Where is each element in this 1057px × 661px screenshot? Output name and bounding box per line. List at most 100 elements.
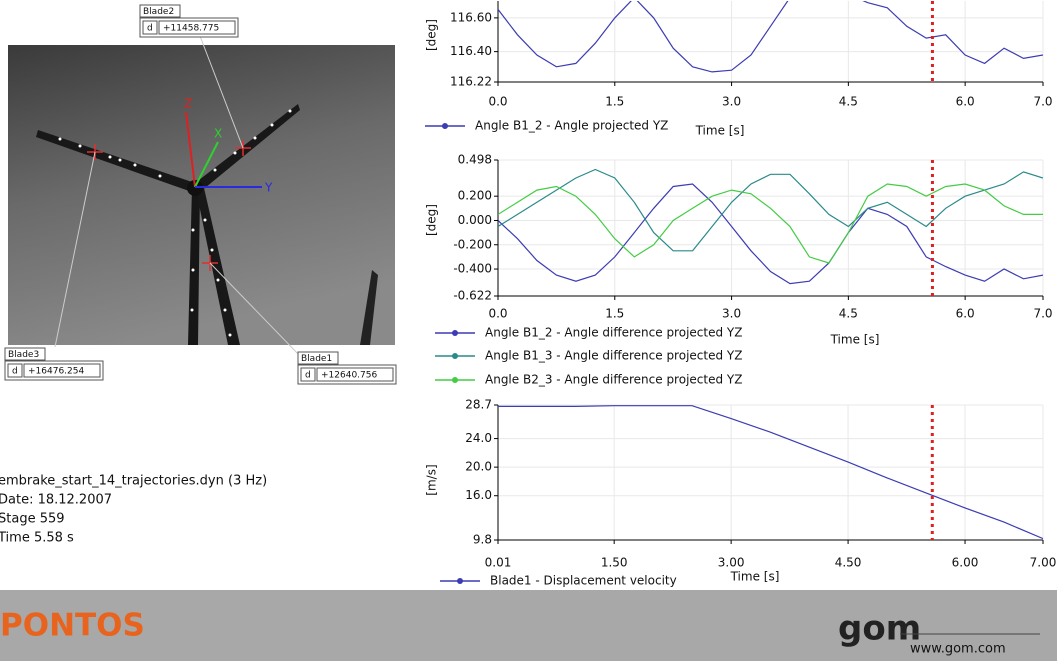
x-tick-label: 0.0 bbox=[488, 307, 507, 321]
legend-label: Blade1 - Displacement velocity bbox=[490, 574, 677, 588]
info-line: Time 5.58 s bbox=[0, 531, 74, 546]
legend-marker bbox=[452, 330, 458, 336]
chart: 116.60 116.40 116.22 0.0 1.5 3.0 4.5 6.0 7.0 Time… bbox=[425, 1, 1053, 138]
x-tick-label: 6.0 bbox=[956, 95, 975, 109]
info-line: embrake_start_14_trajectories.dyn (3 Hz) bbox=[0, 474, 267, 489]
x-tick-label: 6.00 bbox=[952, 556, 979, 570]
axis-x bbox=[194, 141, 219, 188]
chart: 0.498 0.200 0.000 -0.200 -0.400 -0.622 0.0 1.5 3… bbox=[425, 153, 1053, 387]
label-key: d bbox=[12, 367, 18, 377]
x-tick-label: 7.0 bbox=[1033, 95, 1052, 109]
x-tick-label: 4.5 bbox=[839, 307, 858, 321]
series-line bbox=[498, 405, 1043, 540]
label-body bbox=[139, 17, 239, 38]
series-line bbox=[498, 1, 1043, 73]
info: embrake_start_14_trajectories.dyn (3 Hz)… bbox=[0, 474, 267, 546]
y-tick-label: -0.200 bbox=[453, 237, 492, 251]
series-line bbox=[498, 183, 1043, 264]
y-tick-label: 20.0 bbox=[465, 460, 492, 474]
y-tick-label: 116.40 bbox=[450, 44, 492, 58]
url: www.gom.com bbox=[910, 642, 1006, 657]
label-boxes: Blade2 d +11458.775 Blade3 d +16476.254 Blade1… bbox=[4, 4, 397, 385]
x-axis-label: Time [s] bbox=[830, 333, 880, 347]
label-name: Blade2 bbox=[143, 7, 174, 17]
info-line: Stage 559 bbox=[0, 512, 65, 527]
label-value-cell bbox=[158, 20, 236, 35]
y-axis-label: [m/s] bbox=[425, 464, 439, 495]
y-tick-label: -0.400 bbox=[453, 262, 492, 276]
x-tick-label: 0.0 bbox=[488, 95, 507, 109]
x-tick-label: 6.0 bbox=[956, 307, 975, 321]
x-tick-label: 3.00 bbox=[718, 556, 745, 570]
x-tick-label: 4.50 bbox=[835, 556, 862, 570]
axis-z bbox=[185, 111, 196, 188]
x-tick-label: 1.50 bbox=[601, 556, 628, 570]
footer: PONTOS gom www.gom.com bbox=[0, 590, 1057, 661]
x-axis-label: Time [s] bbox=[730, 570, 780, 584]
y-tick-label: 28.7 bbox=[465, 398, 492, 412]
label-key: d bbox=[147, 24, 153, 34]
label-key: d bbox=[305, 371, 311, 381]
brand: PONTOS bbox=[0, 608, 145, 644]
x-tick-label: 3.0 bbox=[722, 307, 741, 321]
y-tick-label: 24.0 bbox=[465, 431, 492, 445]
legend-marker bbox=[442, 123, 448, 129]
axis-label: Z bbox=[184, 97, 192, 111]
x-tick-label: 7.0 bbox=[1033, 307, 1052, 321]
x-tick-label: 1.5 bbox=[605, 307, 624, 321]
photo: Z X Y bbox=[8, 35, 395, 357]
label-body bbox=[297, 364, 397, 385]
y-tick-label: 116.60 bbox=[450, 10, 492, 24]
tower bbox=[188, 187, 200, 345]
label-header bbox=[4, 347, 46, 361]
background-turbine bbox=[360, 270, 378, 345]
label-key-cell bbox=[142, 20, 158, 35]
y-tick-label: 0.000 bbox=[458, 213, 492, 227]
logo: gom bbox=[838, 609, 921, 649]
label-header bbox=[297, 351, 339, 365]
label-key-cell bbox=[7, 363, 23, 378]
chart: 28.7 24.0 20.0 16.0 9.8 0.01 1.50 3.00 4.50 6.00 7… bbox=[425, 398, 1057, 588]
legend-label: Angle B1_2 - Angle projected YZ bbox=[475, 119, 668, 133]
series-line bbox=[498, 183, 1043, 285]
y-tick-label: 16.0 bbox=[465, 488, 492, 502]
charts: 116.60 116.40 116.22 0.0 1.5 3.0 4.5 6.0 7.0 Time… bbox=[425, 1, 1057, 588]
footer-band bbox=[0, 590, 1057, 661]
label-key-cell bbox=[300, 367, 316, 382]
label-name: Blade3 bbox=[8, 350, 39, 360]
legend-marker bbox=[452, 377, 458, 383]
x-tick-label: 0.01 bbox=[485, 556, 512, 570]
plot-area bbox=[498, 1, 1043, 73]
plot-area bbox=[498, 168, 1043, 285]
blade bbox=[196, 188, 240, 345]
y-tick-label: 0.200 bbox=[458, 189, 492, 203]
label-name: Blade1 bbox=[301, 354, 332, 364]
x-tick-label: 3.0 bbox=[722, 95, 741, 109]
x-axis-label: Time [s] bbox=[695, 124, 745, 138]
label-body bbox=[4, 360, 104, 381]
legend-marker bbox=[457, 578, 463, 584]
leader-lines bbox=[54, 35, 301, 357]
label-value-cell bbox=[23, 363, 101, 378]
legend-marker bbox=[452, 353, 458, 359]
label-value: +11458.775 bbox=[163, 24, 219, 34]
info-line: Date: 18.12.2007 bbox=[0, 493, 112, 508]
label-value: +16476.254 bbox=[28, 367, 84, 377]
plot-area bbox=[498, 405, 1043, 540]
label-value: +12640.756 bbox=[321, 371, 377, 381]
label-header bbox=[139, 4, 181, 18]
legend-label: Angle B1_3 - Angle difference projected … bbox=[485, 349, 742, 363]
x-tick-label: 7.00 bbox=[1030, 556, 1057, 570]
blade bbox=[36, 130, 195, 192]
legend-label: Angle B2_3 - Angle difference projected … bbox=[485, 373, 742, 387]
label-value-cell bbox=[316, 367, 394, 382]
x-tick-label: 4.5 bbox=[839, 95, 858, 109]
legend-label: Angle B1_2 - Angle difference projected … bbox=[485, 326, 742, 340]
y-tick-label: 116.22 bbox=[450, 75, 492, 89]
axis-label: X bbox=[214, 127, 222, 141]
y-tick-label: 0.498 bbox=[458, 153, 492, 167]
axis-label: Y bbox=[264, 181, 273, 195]
y-axis-label: [deg] bbox=[425, 204, 439, 236]
